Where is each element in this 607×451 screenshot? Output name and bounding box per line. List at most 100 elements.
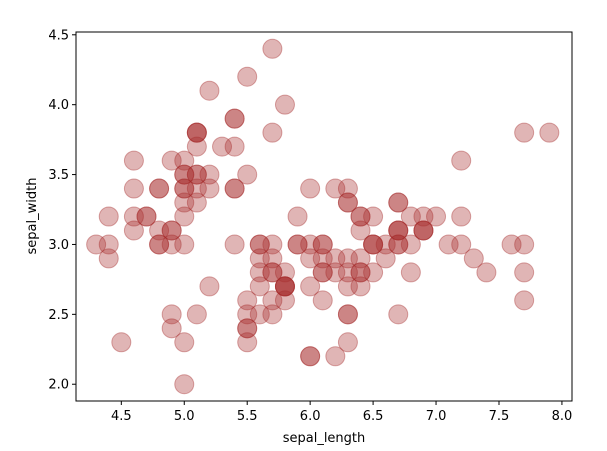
scatter-point — [237, 290, 258, 311]
scatter-point — [400, 206, 421, 227]
scatter-point — [123, 220, 144, 241]
scatter-point — [186, 304, 207, 325]
scatter-point — [375, 248, 396, 269]
scatter-point — [186, 192, 207, 213]
scatter-point — [312, 262, 333, 283]
scatter-point — [363, 234, 384, 255]
y-tick-label: 3.5 — [48, 168, 69, 183]
y-tick-label: 2.0 — [48, 378, 69, 393]
scatter-point — [249, 304, 270, 325]
scatter-point — [86, 234, 107, 255]
scatter-point — [249, 276, 270, 297]
scatter-point — [388, 234, 409, 255]
scatter-point — [274, 290, 295, 311]
scatter-point — [249, 234, 270, 255]
scatter-point — [451, 150, 472, 171]
scatter-point — [111, 332, 132, 353]
scatter-point — [237, 318, 258, 339]
scatter-point — [312, 248, 333, 269]
scatter-point — [186, 164, 207, 185]
scatter-point — [312, 262, 333, 283]
y-axis-label: sepal_width — [25, 178, 40, 255]
scatter-point — [224, 108, 245, 129]
scatter-point — [237, 66, 258, 87]
scatter-point — [237, 164, 258, 185]
scatter-point — [186, 122, 207, 143]
scatter-point — [451, 234, 472, 255]
scatter-point — [325, 248, 346, 269]
scatter-point — [413, 206, 434, 227]
scatter-point — [337, 276, 358, 297]
scatter-point — [149, 234, 170, 255]
scatter-point — [224, 136, 245, 157]
scatter-point — [413, 220, 434, 241]
scatter-point — [262, 304, 283, 325]
scatter-point — [186, 178, 207, 199]
scatter-point — [274, 276, 295, 297]
scatter-point — [325, 262, 346, 283]
scatter-point — [350, 262, 371, 283]
scatter-point — [262, 262, 283, 283]
scatter-point — [363, 234, 384, 255]
scatter-point — [426, 206, 447, 227]
scatter-point — [98, 234, 119, 255]
scatter-point — [161, 318, 182, 339]
scatter-point — [300, 248, 321, 269]
scatter-point — [350, 262, 371, 283]
scatter-point — [262, 122, 283, 143]
x-tick-label: 7.5 — [489, 409, 510, 424]
scatter-point — [249, 234, 270, 255]
scatter-point — [123, 206, 144, 227]
scatter-point — [300, 346, 321, 367]
scatter-point — [123, 150, 144, 171]
scatter-point — [451, 206, 472, 227]
scatter-point — [337, 248, 358, 269]
scatter-point — [300, 276, 321, 297]
scatter-point — [287, 206, 308, 227]
scatter-point — [539, 122, 560, 143]
scatter-point — [274, 262, 295, 283]
scatter-point — [514, 122, 535, 143]
scatter-point — [161, 150, 182, 171]
scatter-point — [224, 234, 245, 255]
scatter-point — [174, 164, 195, 185]
scatter-point — [161, 234, 182, 255]
scatter-point — [274, 94, 295, 115]
scatter-point — [237, 332, 258, 353]
scatter-point — [388, 220, 409, 241]
scatter-point — [337, 192, 358, 213]
scatter-point — [149, 178, 170, 199]
scatter-point — [337, 332, 358, 353]
scatter-point — [224, 178, 245, 199]
scatter-point — [98, 248, 119, 269]
scatter-point — [388, 192, 409, 213]
x-tick-label: 7.0 — [426, 409, 447, 424]
scatter-point — [337, 178, 358, 199]
y-tick-label: 4.0 — [48, 98, 69, 113]
scatter-point — [274, 276, 295, 297]
scatter-point — [224, 108, 245, 129]
scatter-point — [149, 220, 170, 241]
scatter-point — [174, 192, 195, 213]
scatter-point — [400, 234, 421, 255]
x-tick-label: 8.0 — [552, 409, 573, 424]
scatter-point — [350, 220, 371, 241]
scatter-point — [325, 178, 346, 199]
scatter-point — [249, 248, 270, 269]
scatter-point — [350, 276, 371, 297]
scatter-point — [262, 234, 283, 255]
scatter-point — [149, 234, 170, 255]
scatter-point — [199, 178, 220, 199]
scatter-point — [300, 234, 321, 255]
scatter-point — [199, 164, 220, 185]
scatter-point — [174, 206, 195, 227]
scatter-point — [413, 220, 434, 241]
scatter-point — [224, 178, 245, 199]
scatter-point — [237, 318, 258, 339]
scatter-point — [186, 164, 207, 185]
scatter-point — [287, 234, 308, 255]
y-axis: 2.0 2.5 3.0 3.5 4.0 4.5 — [48, 28, 76, 393]
scatter-point — [136, 206, 157, 227]
